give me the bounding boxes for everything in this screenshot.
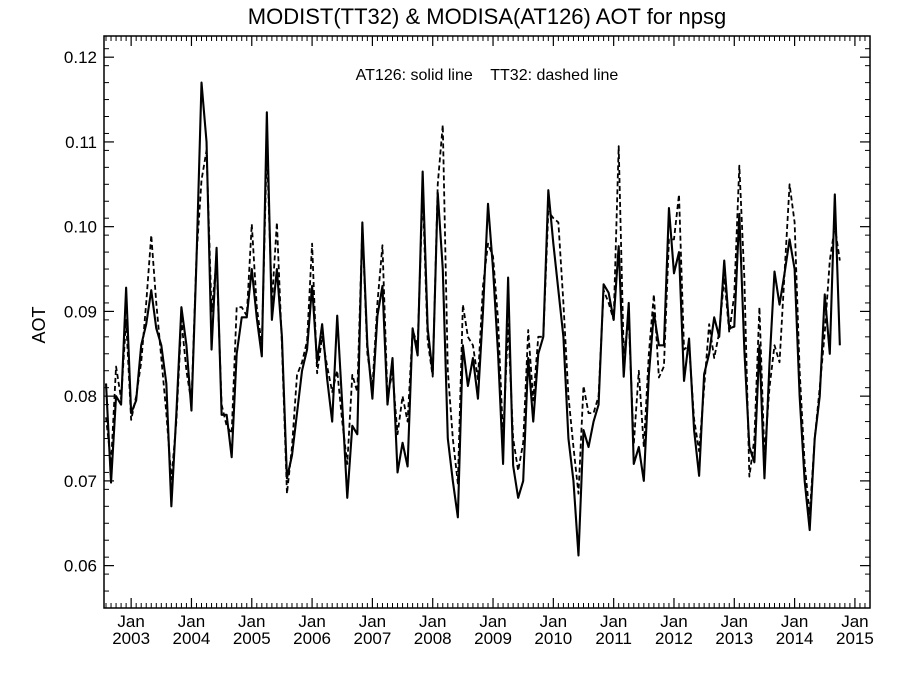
x-tick-label-year: 2004 xyxy=(173,629,211,648)
y-tick-label: 0.06 xyxy=(64,557,97,576)
x-tick-label-year: 2005 xyxy=(233,629,271,648)
y-tick-label: 0.08 xyxy=(64,387,97,406)
x-tick-label-year: 2006 xyxy=(293,629,331,648)
x-tick-label-month: Jan xyxy=(841,612,868,631)
y-tick-label: 0.09 xyxy=(64,302,97,321)
x-tick-label-year: 2011 xyxy=(595,629,632,648)
x-axis: Jan2003Jan2004Jan2005Jan2006Jan2007Jan20… xyxy=(105,36,874,648)
y-axis-label: AOT xyxy=(29,306,49,343)
x-tick-label-month: Jan xyxy=(298,612,325,631)
plot-series xyxy=(104,81,841,557)
x-tick-label-year: 2012 xyxy=(655,629,693,648)
plot-frame xyxy=(103,35,871,609)
x-tick-label-month: Jan xyxy=(419,612,446,631)
x-tick-label-month: Jan xyxy=(178,612,205,631)
chart-subtitle: AT126: solid line TT32: dashed line xyxy=(356,67,619,84)
x-tick-label-month: Jan xyxy=(479,612,506,631)
x-tick-label-year: 2003 xyxy=(112,629,150,648)
x-tick-label-year: 2014 xyxy=(776,629,814,648)
y-tick-label: 0.11 xyxy=(65,133,97,152)
x-tick-label-month: Jan xyxy=(540,612,567,631)
x-tick-label-year: 2010 xyxy=(534,629,572,648)
x-tick-label-month: Jan xyxy=(781,612,808,631)
series-line-tt32 xyxy=(105,124,841,516)
x-tick-label-month: Jan xyxy=(660,612,687,631)
x-tick-label-year: 2008 xyxy=(414,629,452,648)
series-line-at126 xyxy=(104,81,841,557)
x-tick-label-month: Jan xyxy=(359,612,386,631)
x-tick-label-year: 2007 xyxy=(353,629,391,648)
y-tick-label: 0.12 xyxy=(64,48,97,67)
y-tick-label: 0.10 xyxy=(64,218,97,237)
chart-title: MODIST(TT32) & MODISA(AT126) AOT for nps… xyxy=(248,4,726,29)
x-tick-label-month: Jan xyxy=(117,612,144,631)
x-tick-label-month: Jan xyxy=(600,612,627,631)
x-tick-label-month: Jan xyxy=(238,612,265,631)
x-tick-label-month: Jan xyxy=(721,612,748,631)
x-tick-label-year: 2013 xyxy=(715,629,753,648)
x-tick-label-year: 2009 xyxy=(474,629,512,648)
y-tick-label: 0.07 xyxy=(64,472,97,491)
x-tick-label-year: 2015 xyxy=(836,629,874,648)
